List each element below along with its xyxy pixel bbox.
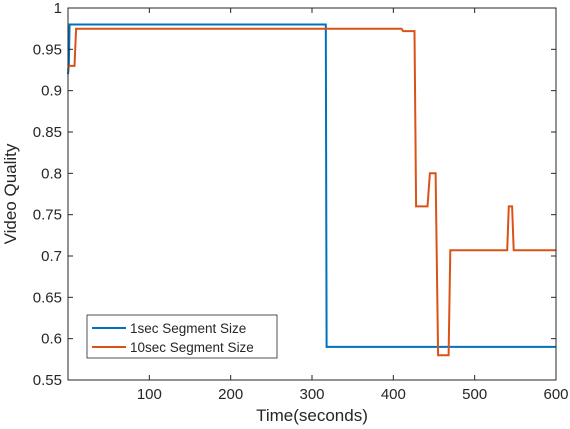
x-tick-label: 300 (299, 386, 324, 403)
legend-box (86, 314, 278, 359)
series-layer (67, 23, 556, 357)
y-tick-label: 0.85 (33, 124, 62, 141)
legend-label-1sec: 1sec Segment Size (130, 321, 246, 336)
y-tick-label: 0.65 (33, 289, 62, 306)
x-tick-label: 100 (137, 386, 162, 403)
y-tick-label: 0.55 (33, 372, 62, 389)
y-tick-label: 0.95 (33, 41, 62, 58)
y-tick-label: 0.6 (41, 331, 62, 348)
x-tick-label: 600 (543, 386, 568, 403)
x-axis-label: Time(seconds) (256, 406, 368, 425)
series-line-10sec (67, 27, 556, 357)
y-tick-label: 0.8 (41, 165, 62, 182)
y-axis-label: Video Quality (1, 143, 20, 244)
x-tick-label: 400 (381, 386, 406, 403)
y-tick-label: 1 (54, 0, 62, 17)
x-tick-label: 500 (462, 386, 487, 403)
y-tick-label: 0.9 (41, 83, 62, 100)
y-tick-label: 0.75 (33, 207, 62, 224)
x-tick-label: 200 (218, 386, 243, 403)
y-tick-label: 0.7 (41, 248, 62, 265)
legend: 1sec Segment Size 10sec Segment Size (86, 314, 278, 359)
tick-layer: 100 200 300 400 500 600 0.55 0.6 0.65 0.7 0.75 0.8 0… (33, 0, 569, 403)
legend-label-10sec: 10sec Segment Size (130, 340, 254, 355)
